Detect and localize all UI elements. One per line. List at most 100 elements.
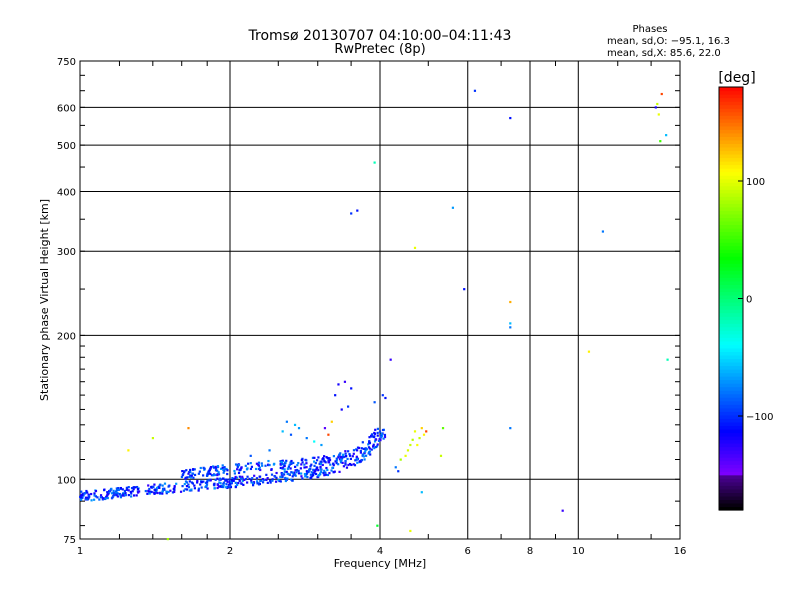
o-trace-point [283, 473, 286, 476]
x-trace-point [185, 469, 188, 472]
colorbar-segment [719, 203, 743, 208]
x-trace-point [193, 468, 196, 471]
x-trace-point [238, 469, 241, 472]
o-trace-point [150, 485, 153, 489]
o-trace-point [187, 486, 191, 489]
o-trace-point [99, 496, 102, 499]
x-trace-point [361, 441, 364, 444]
o-trace-point [306, 475, 309, 479]
scatter-point [327, 433, 330, 436]
colorbar-segment [719, 495, 743, 501]
o-trace-point [93, 498, 96, 501]
o-trace-point [153, 491, 156, 494]
o-trace-point [361, 454, 364, 457]
scatter-point [561, 509, 564, 512]
colorbar-tick-label: −100 [746, 412, 773, 423]
x-trace-point [245, 468, 249, 471]
x-trace-point [303, 463, 306, 466]
o-trace-point [285, 478, 288, 481]
x-trace-point [343, 455, 346, 459]
o-trace-point [213, 482, 216, 485]
x-trace-point [236, 463, 239, 467]
colorbar-segment [719, 432, 743, 437]
o-trace-point [250, 479, 253, 482]
o-trace-point [271, 479, 274, 482]
o-trace-point [193, 487, 197, 490]
o-trace-point [119, 496, 123, 499]
o-trace-point [359, 451, 363, 454]
o-trace-point [291, 471, 294, 474]
o-trace-point [84, 496, 88, 499]
x-trace-point [220, 467, 223, 470]
o-trace-point [365, 448, 368, 451]
colorbar-segment [719, 316, 743, 321]
o-trace-point [273, 475, 277, 478]
colorbar-segment [719, 397, 743, 402]
o-trace-point [303, 472, 307, 476]
o-trace-point [255, 477, 259, 480]
colorbar-segment [719, 340, 743, 345]
x-trace-point [259, 468, 262, 472]
o-trace-point [117, 488, 121, 492]
colorbar-segment [719, 435, 743, 441]
colorbar-segment [719, 457, 743, 462]
o-trace-point [213, 487, 216, 490]
x-trace-point [305, 459, 308, 462]
x-trace-point [182, 473, 185, 476]
o-trace-point [161, 492, 164, 495]
x-trace-point [374, 428, 377, 431]
o-trace-point [235, 476, 238, 479]
x-trace-point [283, 464, 286, 468]
o-trace-point [328, 472, 331, 475]
o-trace-point [197, 489, 200, 492]
o-trace-point [163, 482, 167, 485]
colorbar-segment [719, 333, 743, 338]
o-trace-point [165, 492, 168, 495]
o-trace-point [124, 492, 127, 495]
o-trace-point [308, 468, 311, 471]
o-trace-point [132, 488, 135, 491]
x-trace-point [323, 455, 326, 458]
o-trace-point [244, 477, 248, 481]
o-trace-point [372, 443, 375, 446]
x-trace-point [283, 468, 286, 471]
x-trace-point [337, 455, 340, 458]
x-axis-label: Frequency [MHz] [334, 557, 426, 570]
o-trace-point [316, 475, 319, 479]
scatter-point [337, 383, 340, 386]
scatter-point [127, 449, 130, 452]
x-trace-point [268, 463, 271, 467]
o-trace-point [242, 483, 245, 487]
o-trace-point [197, 487, 200, 490]
o-trace-point [322, 471, 325, 475]
scatter-point [249, 454, 252, 457]
x-trace-point [284, 461, 287, 464]
o-trace-point [261, 481, 265, 484]
x-trace-point [273, 462, 276, 465]
x-trace-point [322, 457, 325, 460]
o-trace-point [216, 486, 219, 490]
x-trace-point [344, 452, 347, 455]
o-trace-point [261, 478, 264, 481]
scatter-point [330, 420, 333, 423]
o-trace-point [369, 453, 372, 456]
o-trace-point [228, 482, 232, 485]
o-trace-point [355, 456, 358, 460]
scatter-point [166, 538, 169, 541]
colorbar-segment [719, 164, 743, 169]
x-trace-point [351, 455, 354, 458]
o-trace-point [185, 485, 189, 488]
scatter-point [343, 380, 347, 383]
colorbar-segment [719, 481, 743, 486]
o-trace-point [326, 473, 330, 477]
o-trace-point [94, 495, 97, 498]
x-trace-point [183, 470, 186, 473]
o-trace-point [356, 457, 359, 461]
x-tick-label: 8 [527, 546, 533, 557]
o-trace-point [119, 486, 123, 490]
colorbar-segment [719, 118, 743, 123]
colorbar-segment [719, 266, 743, 271]
o-trace-point [358, 460, 361, 463]
o-trace-point [241, 475, 244, 478]
o-trace-point [181, 484, 184, 488]
